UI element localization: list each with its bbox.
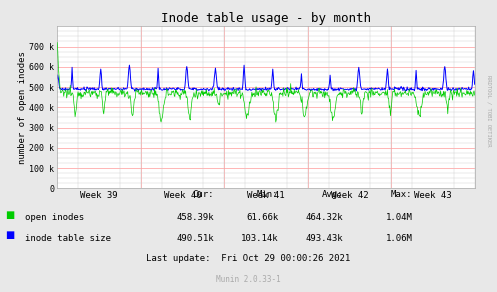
Text: Avg:: Avg: xyxy=(322,190,343,199)
Title: Inode table usage - by month: Inode table usage - by month xyxy=(161,12,371,25)
Text: 458.39k: 458.39k xyxy=(176,213,214,223)
Text: open inodes: open inodes xyxy=(25,213,84,223)
Text: 103.14k: 103.14k xyxy=(241,234,278,243)
Text: 464.32k: 464.32k xyxy=(305,213,343,223)
Text: 1.04M: 1.04M xyxy=(386,213,413,223)
Text: Last update:  Fri Oct 29 00:00:26 2021: Last update: Fri Oct 29 00:00:26 2021 xyxy=(147,254,350,263)
Text: Min:: Min: xyxy=(257,190,278,199)
Text: 1.06M: 1.06M xyxy=(386,234,413,243)
Text: Cur:: Cur: xyxy=(192,190,214,199)
Text: ■: ■ xyxy=(5,210,14,220)
Text: RRDTOOL / TOBI OETIKER: RRDTOOL / TOBI OETIKER xyxy=(486,75,491,147)
Y-axis label: number of open inodes: number of open inodes xyxy=(17,51,27,164)
Text: ■: ■ xyxy=(5,230,14,240)
Text: Munin 2.0.33-1: Munin 2.0.33-1 xyxy=(216,275,281,284)
Text: Max:: Max: xyxy=(391,190,413,199)
Text: 490.51k: 490.51k xyxy=(176,234,214,243)
Text: 61.66k: 61.66k xyxy=(246,213,278,223)
Text: inode table size: inode table size xyxy=(25,234,111,243)
Text: 493.43k: 493.43k xyxy=(305,234,343,243)
